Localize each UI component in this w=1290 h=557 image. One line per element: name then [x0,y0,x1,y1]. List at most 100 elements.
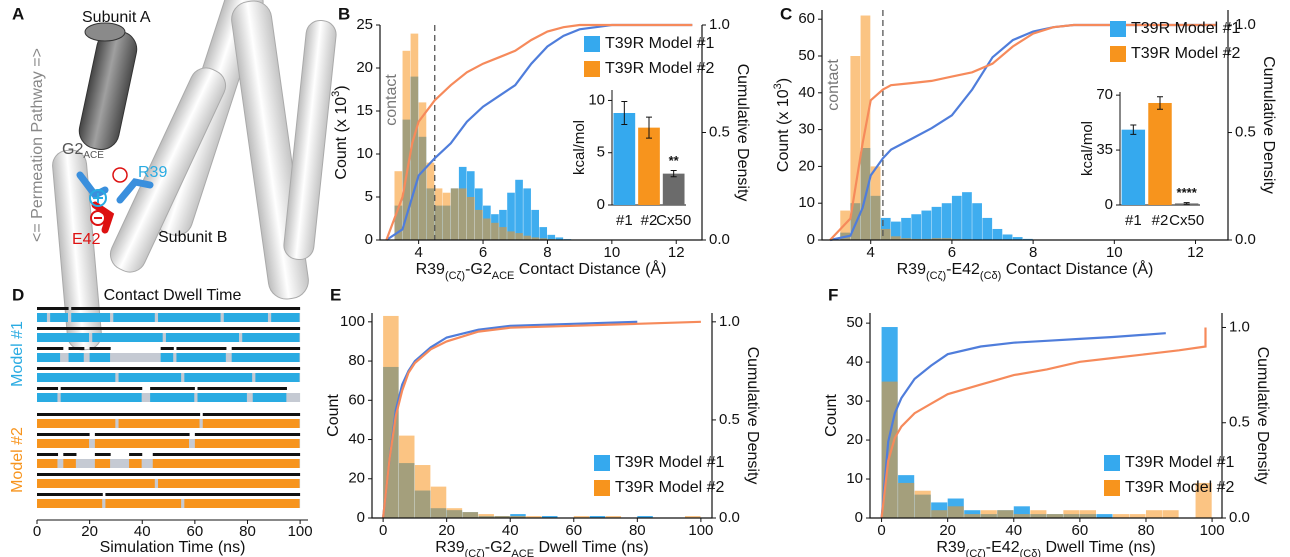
inset-bar [638,127,660,205]
x-tick-label: 0 [877,522,885,539]
panel-label: E [330,285,341,304]
x-axis-label-part: R39 [897,261,926,278]
y-axis-label-part: ) [775,78,792,83]
x-tick-label: 40 [1005,522,1022,539]
inset-bar [1148,102,1172,205]
histogram-bar [964,514,981,518]
panel-label: D [12,285,24,304]
contact-segment [152,459,300,468]
histogram-bar [555,237,564,240]
y-axis-label: Count (x 103) [772,78,792,172]
x-tick-label: 6 [479,244,487,261]
cumulative-line [880,327,1207,519]
dwell-segment [68,347,85,350]
histogram-bar [684,516,701,518]
legend-label: T39R Model #2 [1125,479,1234,496]
y-tick-label: 0 [807,231,815,248]
histogram-bar [1013,514,1030,518]
legend-swatch [584,36,600,52]
histogram-bar [931,206,942,240]
contact-segment [255,373,300,382]
x-axis-label-part: Contact Distance (Å) [514,259,666,278]
x-tick-label: 80 [1138,522,1155,539]
error-bar [621,101,628,125]
histogram-bar [399,435,415,518]
dwell-segment [94,453,111,456]
y-tick-label: 60 [798,10,815,27]
y-tick-label: 60 [348,391,365,408]
residue-label-sub: ACE [83,150,104,161]
inset-category-label: Cx50 [1169,212,1204,229]
y-axis-label-part: 3 [330,91,342,97]
charge-plus [89,189,107,207]
histogram-bar [914,490,931,518]
histogram-bar [573,516,590,518]
histogram-bar [1079,510,1097,518]
y2-tick-label: 0.0 [719,509,740,526]
contact-segment [37,373,116,382]
x-tick-label: 20 [81,523,98,540]
x-tick-label: 8 [543,244,551,261]
dwell-segment [105,493,301,496]
histogram-bar [982,217,993,240]
histogram-bar [434,188,443,240]
x-tick-label: 8 [1029,244,1037,261]
dwell-segment [37,307,69,310]
dwell-segment [63,453,77,456]
y-axis-label-part: Count [325,394,342,437]
dwell-segment [37,367,301,370]
contact-segment [37,313,47,322]
annotation: contact [825,59,842,111]
histogram-bar [947,506,964,518]
panel-label: F [828,285,838,304]
legend-swatch [594,455,610,471]
helix [109,67,227,273]
histogram-bar [951,195,962,240]
cumulative-line [385,23,693,241]
y-axis-label-part: Count [823,394,840,437]
x-tick-label: 12 [1187,244,1204,261]
histogram-bar [531,209,539,240]
contact-segment [194,439,300,448]
histogram-bar [430,486,447,518]
contact-segment [89,353,111,362]
histogram-bar [901,217,911,240]
legend-label: T39R Model #2 [615,479,724,496]
contact-segment [50,313,68,322]
x-axis-label-part: (Cζ) [926,270,946,282]
error-bar [670,170,677,178]
y2-tick-label: 0.0 [1229,509,1250,526]
y-tick-label: 15 [356,102,373,119]
axis-frame [869,313,1223,519]
x-axis-label-part: (Cδ) [980,270,1001,282]
x-axis-label-part: (Cζ) [445,270,465,282]
axis-frame [821,10,1229,241]
x-axis-label-part: (Cζ) [465,548,485,557]
histogram-bar [442,192,451,240]
histogram-bar [972,203,982,240]
x-tick-label: 60 [187,523,204,540]
y-tick-label: 0 [855,509,863,526]
histogram-bar [898,482,915,518]
histogram-bar [1195,482,1212,518]
y-axis-label-part: ) [333,85,350,90]
contact-segment [242,333,300,342]
x-tick-label: 80 [239,523,256,540]
dipole [112,167,128,183]
histogram-bar [491,222,499,240]
x-axis-label-part: -E42 [946,261,980,278]
y2-axis-label: Cumulative Density [1260,56,1277,194]
inset-bar [662,173,685,205]
x-tick-label: 60 [565,522,582,539]
inset-y-label: kcal/mol [1079,121,1096,176]
contact-segment [37,499,103,508]
x-tick-label: 60 [1072,522,1089,539]
dwell-segment [37,433,90,436]
inset-y-label: kcal/mol [571,120,588,175]
x-axis-label-part: R39 [416,261,445,278]
histogram-bar [1112,514,1130,518]
contact-segment [150,393,195,402]
x-axis-label-part: R39 [936,539,965,556]
histogram-bar [850,56,861,240]
histogram-bar [547,234,556,240]
